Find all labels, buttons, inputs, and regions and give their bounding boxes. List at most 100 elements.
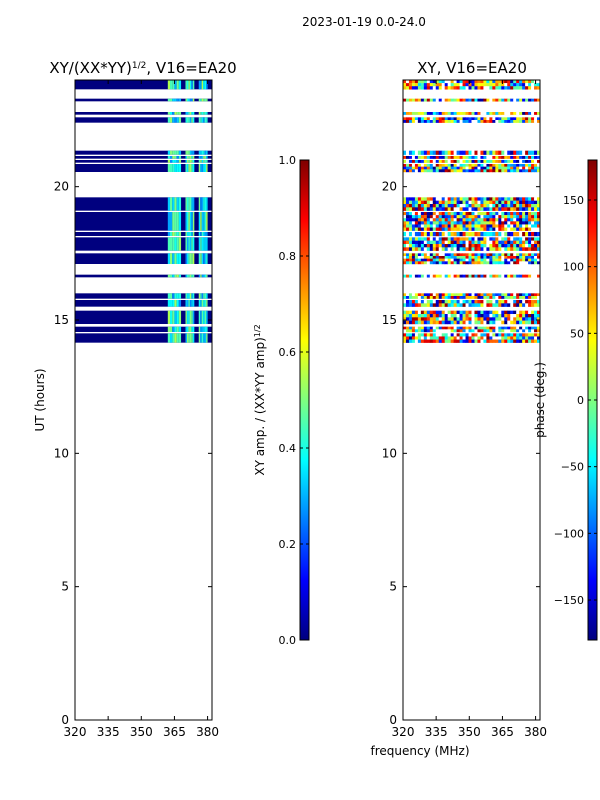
phase-cell — [414, 120, 419, 123]
phase-cell — [492, 117, 496, 121]
phase-cell — [456, 86, 460, 90]
phase-cell — [453, 232, 458, 237]
phase-cell — [510, 258, 514, 262]
phase-cell — [522, 256, 526, 259]
phase-cell — [417, 197, 422, 201]
phase-cell — [474, 227, 478, 231]
phase-cell — [525, 296, 529, 299]
phase-cell — [420, 224, 425, 228]
phase-cell — [477, 156, 481, 159]
phase-cell — [447, 333, 452, 337]
phase-cell — [471, 112, 475, 115]
phase-cell — [525, 98, 529, 102]
phase-cell — [438, 232, 443, 237]
phase-cell — [465, 200, 469, 205]
phase-cell — [450, 166, 455, 170]
phase-cell — [405, 247, 410, 251]
phase-cell — [528, 120, 532, 123]
phase-cell — [522, 197, 526, 201]
phase-cell — [519, 98, 523, 102]
phase-cell — [522, 166, 526, 170]
phase-cell — [507, 274, 511, 278]
phase-cell — [405, 166, 410, 170]
phase-cell — [471, 293, 475, 297]
phase-cell — [405, 333, 410, 337]
phase-cell — [525, 314, 529, 318]
phase-cell — [525, 197, 529, 201]
phase-cell — [441, 218, 446, 222]
phase-cell — [489, 300, 493, 304]
phase-cell — [450, 244, 455, 248]
phase-cell — [516, 224, 520, 228]
phase-cell — [501, 224, 505, 228]
phase-cell — [489, 212, 493, 216]
phase-cell — [519, 207, 523, 211]
amp-bright-cell — [174, 98, 177, 102]
phase-cell — [534, 98, 538, 102]
phase-cell — [432, 164, 437, 167]
phase-cell — [468, 164, 472, 167]
phase-cell — [516, 98, 520, 102]
phase-cell — [510, 150, 514, 155]
phase-cell — [435, 310, 440, 315]
phase-cell — [525, 329, 529, 333]
phase-cell — [528, 261, 532, 265]
phase-cell — [492, 247, 496, 251]
phase-cell — [411, 333, 416, 337]
phase-cell — [450, 296, 455, 299]
phase-cell — [492, 329, 496, 333]
phase-cell — [456, 98, 460, 102]
phase-cell — [459, 156, 463, 159]
amp-bright-cell — [178, 326, 182, 332]
amp-bright-cell — [191, 300, 193, 307]
phase-cell — [486, 221, 490, 225]
phase-cell — [447, 197, 452, 201]
amp-bright-cell — [167, 253, 171, 264]
phase-cell — [462, 83, 466, 87]
phase-cell — [429, 329, 434, 333]
amp-bright-cell — [176, 212, 179, 231]
phase-cell — [435, 164, 440, 167]
amp-bright-cell — [200, 274, 202, 278]
amp-bright-cell — [198, 310, 201, 324]
phase-cell — [522, 336, 526, 340]
phase-cell — [507, 258, 511, 262]
phase-cell — [441, 83, 446, 87]
phase-cell — [429, 112, 434, 115]
phase-cell — [507, 339, 511, 343]
amp-bright-cell — [204, 156, 207, 159]
phase-cell — [411, 150, 416, 155]
phase-cell — [522, 240, 526, 245]
phase-cell — [408, 253, 413, 257]
phase-cell — [510, 166, 514, 170]
phase-cell — [465, 80, 469, 84]
amp-bright-cell — [206, 293, 208, 299]
phase-cell — [423, 333, 428, 337]
phase-cell — [504, 204, 508, 208]
phase-cell — [450, 240, 455, 245]
phase-cell — [483, 227, 487, 231]
phase-cell — [531, 212, 535, 216]
amp-bright-cell — [201, 80, 204, 90]
phase-cell — [480, 326, 484, 330]
phase-cell — [426, 169, 431, 173]
phase-cell — [405, 300, 410, 304]
phase-cell — [489, 261, 493, 265]
phase-cell — [444, 164, 449, 167]
amp-bright-cell — [176, 300, 179, 307]
phase-cell — [477, 240, 481, 245]
phase-cell — [429, 339, 434, 343]
phase-cell — [522, 212, 526, 216]
phase-cell — [498, 329, 502, 333]
phase-cell — [447, 215, 452, 219]
phase-cell — [480, 215, 484, 219]
phase-cell — [474, 207, 478, 211]
amp-bright-cell — [186, 98, 189, 102]
phase-cell — [525, 160, 529, 163]
phase-cell — [483, 112, 487, 115]
phase-cell — [438, 303, 443, 307]
y-tick-label: 10 — [382, 446, 397, 460]
phase-cell — [534, 296, 538, 299]
phase-cell — [495, 293, 499, 297]
phase-cell — [405, 112, 410, 115]
